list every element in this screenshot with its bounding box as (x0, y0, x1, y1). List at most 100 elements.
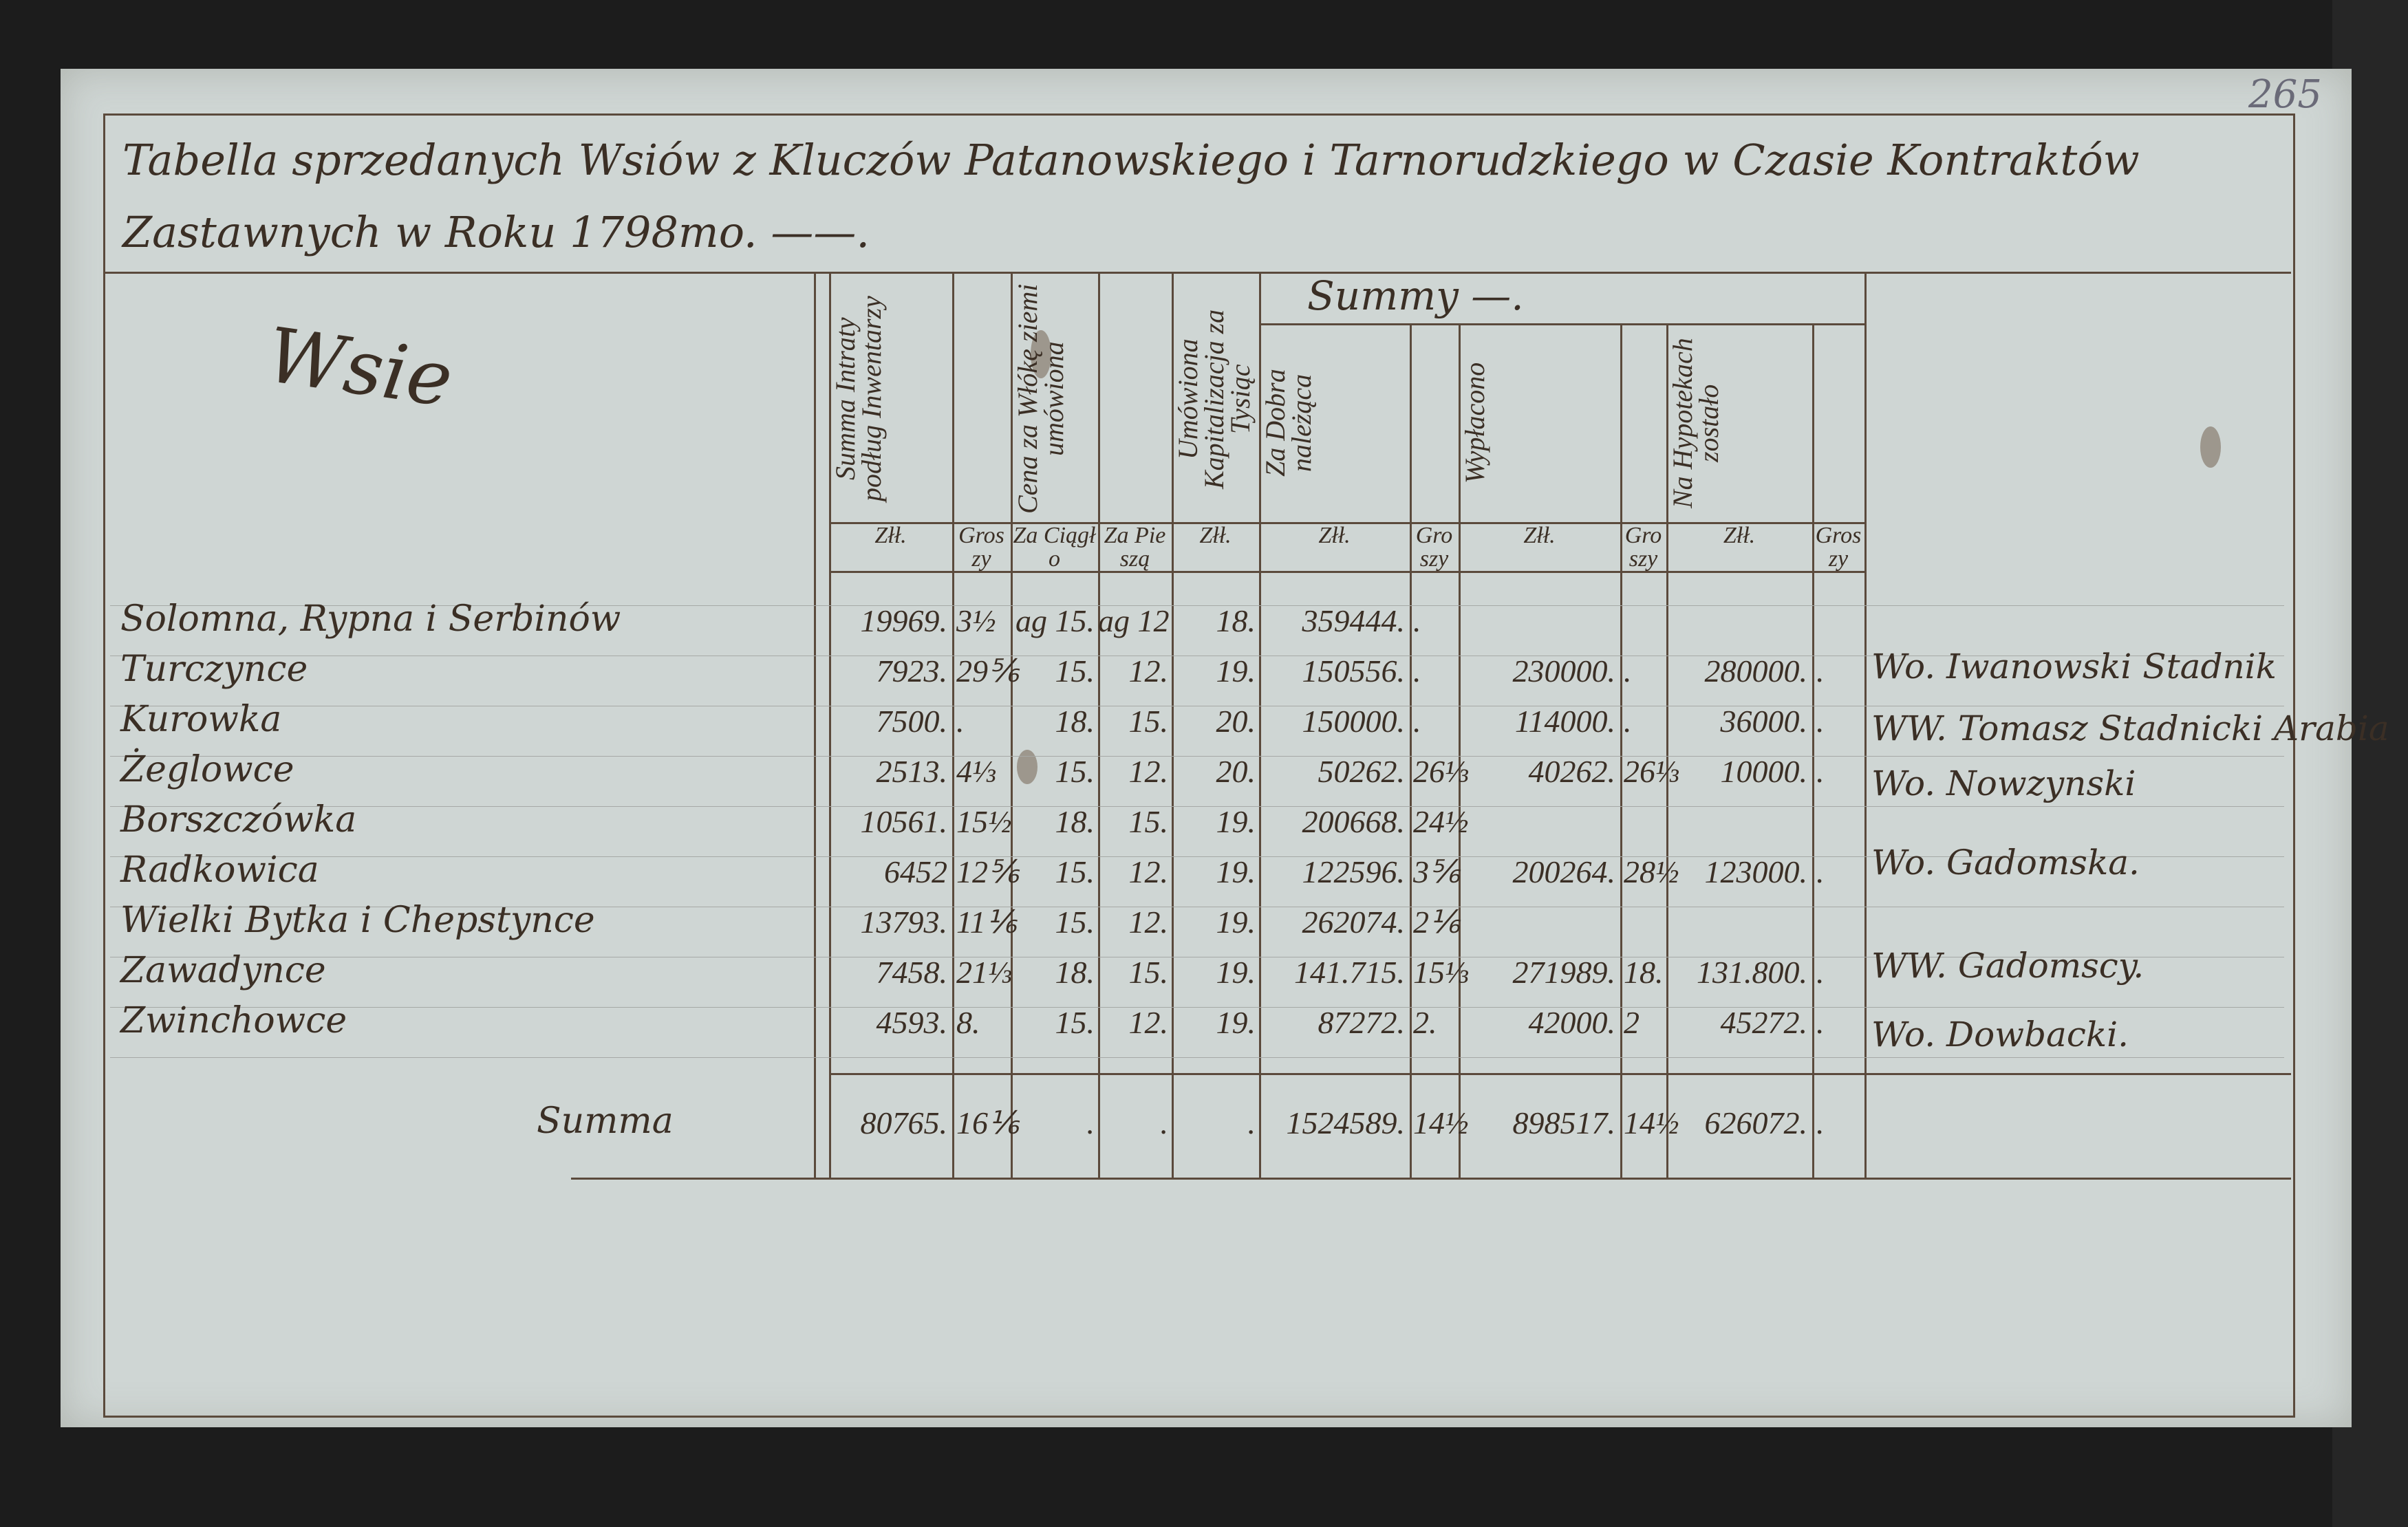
unit-label: Złł. (1199, 523, 1232, 548)
cell-dobra: 262074. (1302, 905, 1406, 940)
cell-gr: 11⅙ (956, 905, 1017, 940)
cell-wypl: 114000. (1514, 704, 1615, 739)
cell-wgr: 26⅓ (1624, 754, 1679, 789)
cell-gr: 3½ (956, 603, 996, 638)
cell-dobra: 122596. (1302, 854, 1406, 889)
cell-dobra: 141.715. (1294, 955, 1405, 990)
unit-label: Złł. (1723, 523, 1756, 548)
cell-piesza: 12. (1128, 905, 1169, 940)
cell-wgr: . (1624, 704, 1632, 739)
cell-kap: 19. (1216, 1005, 1256, 1040)
cell-wgr: 28½ (1624, 854, 1679, 889)
cell-ciaglo: 18. (1055, 704, 1095, 739)
buyer-name: WW. Tomasz Stadnicki Arabia (1871, 708, 2389, 748)
summa-gr: 16⅙ (956, 1105, 1019, 1140)
village-name: Solomna, Rypna i Serbinów (120, 598, 621, 640)
table-top-line (103, 272, 2291, 274)
summa-hgr: . (1816, 1105, 1825, 1140)
cell-intrata: 7458. (876, 955, 948, 990)
header-cena: Cena za Włókę ziemi umówiona (1012, 283, 1069, 515)
cell-intrata: 10561. (860, 804, 948, 839)
cell-hyp: 45272. (1720, 1005, 1808, 1040)
summa-kap: . (1247, 1105, 1256, 1140)
cell-dgr: 15⅓ (1413, 955, 1469, 990)
cell-wgr: 2 (1624, 1005, 1640, 1040)
cell-piesza: 15. (1128, 955, 1169, 990)
summa-wypl: 898517. (1512, 1105, 1616, 1140)
summa-hyp: 626072. (1704, 1105, 1808, 1140)
cell-ciaglo: 15. (1055, 905, 1095, 940)
cell-dgr: . (1413, 603, 1421, 638)
unit-label: Złł. (1523, 523, 1556, 548)
buyer-name: Wo. Gadomska. (1871, 843, 2140, 882)
cell-gr: 29⅚ (956, 653, 1019, 689)
cell-dgr: 24½ (1413, 804, 1469, 839)
cell-piesza: 15. (1128, 704, 1169, 739)
summa-ciaglo: . (1086, 1105, 1095, 1140)
column-line (1259, 272, 1261, 1178)
column-line (1098, 272, 1100, 1178)
cell-hyp: 280000. (1704, 653, 1808, 689)
ruled-line (110, 856, 2284, 857)
village-name: Radkowica (120, 849, 319, 891)
header-za-dobra: Za Dobra należąca (1260, 369, 1317, 477)
summy-line (1259, 323, 1864, 325)
cell-hyp: 10000. (1720, 754, 1808, 789)
cell-intrata: 4593. (876, 1005, 948, 1040)
cell-piesza: 15. (1128, 804, 1169, 839)
ink-stain (2200, 426, 2221, 468)
ruled-line (110, 1007, 2284, 1008)
summa-intrata: 80765. (860, 1105, 948, 1140)
summa-label: Summa (537, 1101, 674, 1142)
cell-hyp: 123000. (1704, 854, 1808, 889)
cell-kap: 19. (1216, 905, 1256, 940)
cell-kap: 18. (1216, 603, 1256, 638)
cell-wypl: 200264. (1512, 854, 1616, 889)
summa-dgr: 14½ (1413, 1105, 1469, 1140)
cell-intrata: 6452 (884, 854, 947, 889)
cell-wypl: 42000. (1528, 1005, 1616, 1040)
cell-kap: 19. (1216, 854, 1256, 889)
cell-hgr: . (1816, 955, 1825, 990)
ruled-line (110, 1057, 2284, 1058)
ruled-line (110, 756, 2284, 757)
column-line (1620, 323, 1622, 1178)
cell-gr: 12⅚ (956, 854, 1019, 889)
buyer-name: WW. Gadomscy. (1871, 946, 2144, 986)
cell-gr: 21⅓ (956, 955, 1012, 990)
cell-wypl: 271989. (1512, 955, 1616, 990)
cell-kap: 20. (1216, 704, 1256, 739)
cell-dobra: 87272. (1318, 1005, 1406, 1040)
cell-hgr: . (1816, 854, 1825, 889)
column-line (814, 272, 816, 1178)
cell-wgr: . (1624, 653, 1632, 689)
header-na-hypotekach: Na Hypotekach zostało (1667, 338, 1724, 508)
cell-wypl: 230000. (1512, 653, 1616, 689)
unit-label: Złł. (1318, 523, 1351, 548)
column-line (1666, 323, 1668, 1178)
cell-gr: 8. (956, 1005, 980, 1040)
village-name: Borszczówka (120, 799, 357, 841)
village-name: Turczynce (120, 649, 308, 690)
ruled-line (110, 605, 2284, 606)
page-frame (103, 113, 2295, 1418)
table-bottom-line (571, 1178, 2291, 1180)
cell-dgr: 2⅙ (1413, 905, 1460, 940)
buyer-name: Wo. Iwanowski Stadnik (1871, 647, 2277, 686)
village-name: Kurowka (120, 699, 282, 740)
summa-top-line (829, 1073, 2291, 1075)
cell-dobra: 150000. (1302, 704, 1406, 739)
unit-label: Groszy (958, 523, 1004, 572)
village-name: Żeglowce (120, 749, 294, 790)
column-line (1410, 323, 1412, 1178)
column-line (829, 272, 831, 1178)
cell-hgr: . (1816, 754, 1825, 789)
cell-piesza: 12. (1128, 1005, 1169, 1040)
ink-stain (1031, 330, 1051, 378)
cell-ciaglo: 18. (1055, 804, 1095, 839)
cell-intrata: 13793. (860, 905, 948, 940)
summy-heading: Summy —. (1307, 272, 1524, 319)
ink-stain (1017, 750, 1038, 784)
units-line (829, 571, 1864, 573)
cell-dgr: . (1413, 653, 1421, 689)
